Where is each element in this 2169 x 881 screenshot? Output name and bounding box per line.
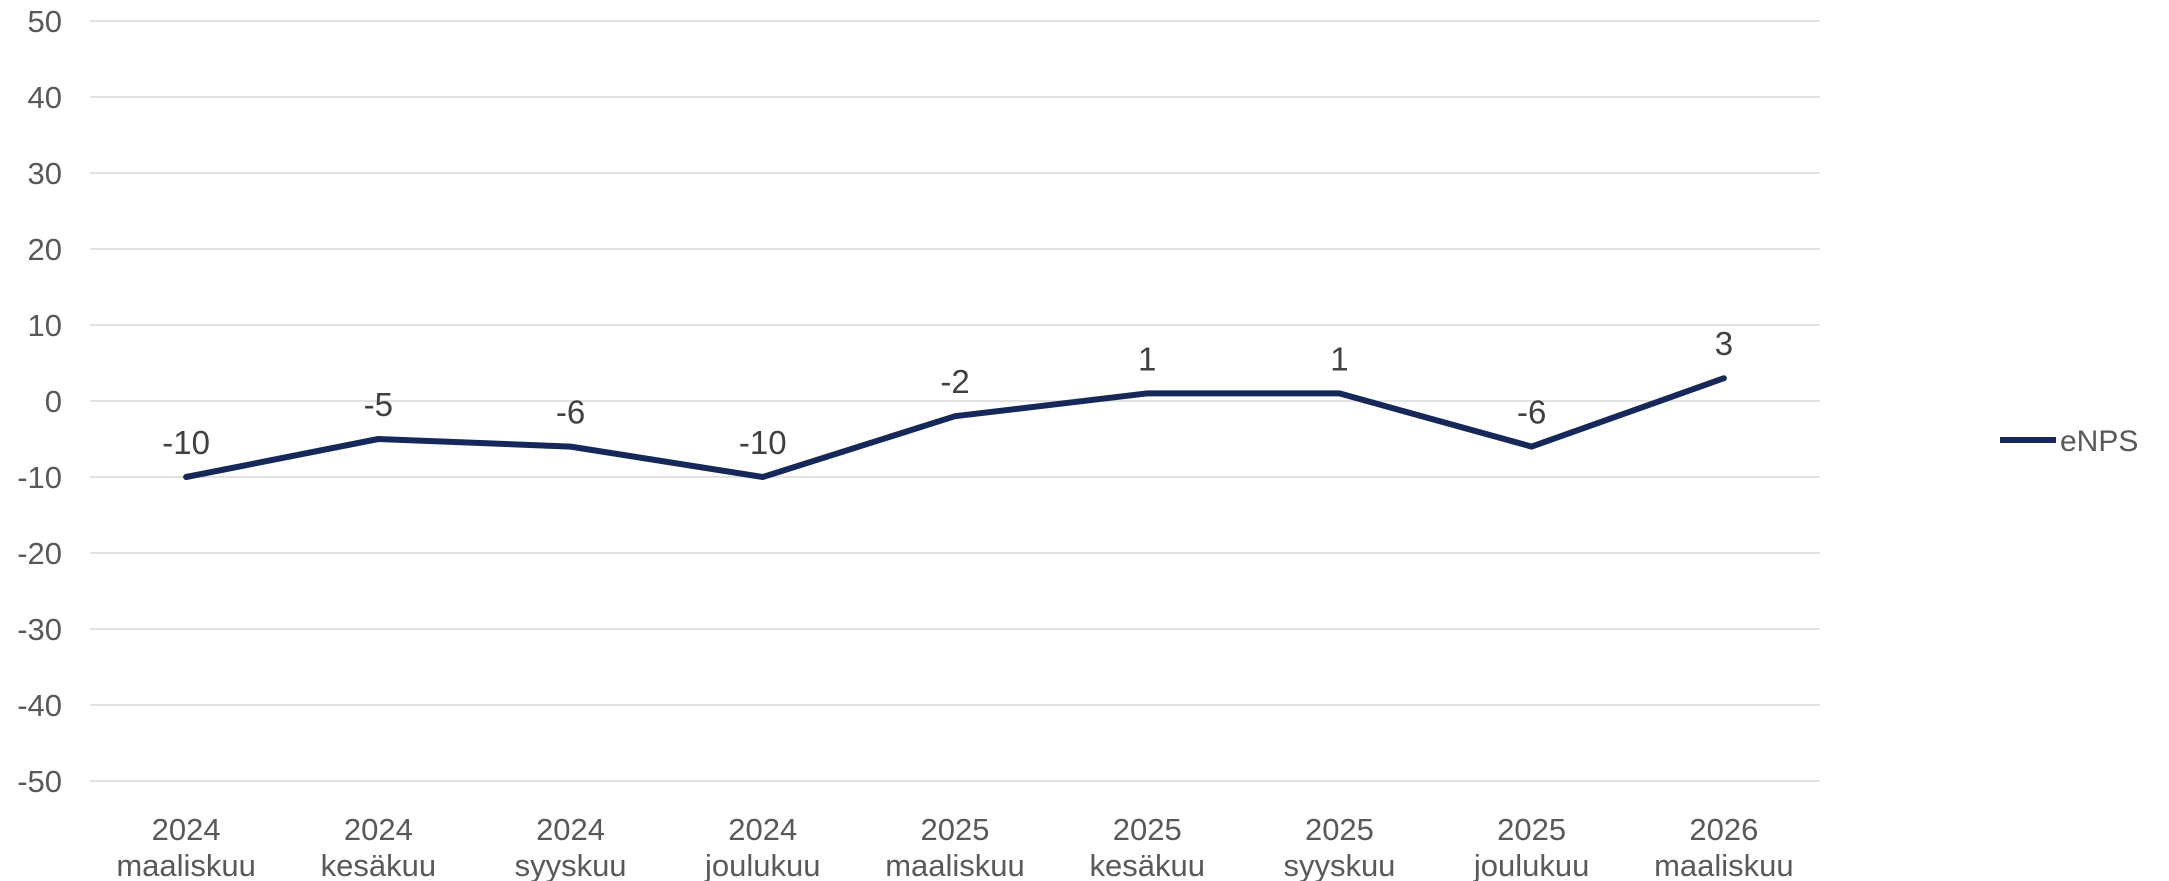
x-axis: 2024 maaliskuu 2024 kesäkuu 2024 syyskuu 2024 j… xyxy=(116,812,1793,881)
data-point xyxy=(1723,377,1725,379)
x-tick-label: 2024 joulukuu xyxy=(704,812,820,881)
y-tick-label: 40 xyxy=(28,80,62,115)
y-tick-label: 50 xyxy=(28,4,62,39)
legend-label-enps: eNPS xyxy=(2060,425,2138,458)
y-tick-label: 0 xyxy=(45,384,62,419)
y-tick-label: 20 xyxy=(28,232,62,267)
data-point xyxy=(377,438,379,440)
x-tick-label: 2025 syyskuu xyxy=(1283,812,1395,881)
data-point xyxy=(1531,446,1533,448)
data-label: 1 xyxy=(1138,340,1156,377)
y-tick-label: -40 xyxy=(17,688,62,723)
data-point xyxy=(1338,392,1340,394)
x-tick-label: 2024 syyskuu xyxy=(515,812,627,881)
y-tick-label: 10 xyxy=(28,308,62,343)
data-label: 1 xyxy=(1330,340,1348,377)
data-point xyxy=(185,476,187,478)
x-tick-label: 2025 maaliskuu xyxy=(885,812,1025,881)
data-label: -6 xyxy=(1517,394,1546,431)
x-tick-label: 2024 kesäkuu xyxy=(321,812,436,881)
x-tick-label: 2024 maaliskuu xyxy=(116,812,256,881)
y-tick-label: -30 xyxy=(17,612,62,647)
data-label: -5 xyxy=(364,386,393,423)
data-point xyxy=(954,415,956,417)
x-tick-label: 2025 kesäkuu xyxy=(1089,812,1204,881)
data-label: -6 xyxy=(556,394,585,431)
y-tick-label: -10 xyxy=(17,460,62,495)
y-axis: 50 40 30 20 10 0 -10 -20 -30 -40 -50 xyxy=(17,4,62,799)
y-tick-label: -50 xyxy=(17,764,62,799)
data-point xyxy=(762,476,764,478)
gridlines xyxy=(90,20,1820,782)
y-tick-label: 30 xyxy=(28,156,62,191)
x-tick-label: 2025 joulukuu xyxy=(1473,812,1589,881)
data-point xyxy=(1146,392,1148,394)
data-label: -2 xyxy=(940,363,969,400)
data-label: -10 xyxy=(162,424,210,461)
data-label: -10 xyxy=(739,424,787,461)
legend: eNPS xyxy=(2000,425,2138,458)
series-group: -10 -5 -6 -10 -2 1 1 -6 3 xyxy=(162,325,1733,480)
data-point xyxy=(570,446,572,448)
data-label: 3 xyxy=(1715,325,1733,362)
y-tick-label: -20 xyxy=(17,536,62,571)
x-tick-label: 2026 maaliskuu xyxy=(1654,812,1794,881)
